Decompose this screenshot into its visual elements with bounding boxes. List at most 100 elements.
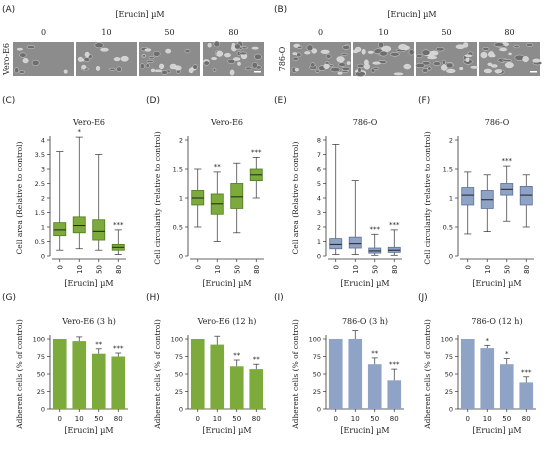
cell-blob [145,63,150,68]
bar [111,356,126,409]
box-iqr [519,185,533,206]
chart-title: Vero-E6 [210,118,243,127]
x-axis-label: [Erucin] µM [340,426,389,435]
cell-blob [378,41,384,48]
y-axis-label: Cell area (Relative to control) [15,141,24,254]
y-tick-label: 25 [175,388,183,396]
y-tick-label: 1 [449,195,453,203]
significance-marker: * [78,128,82,136]
cell-blob [487,62,493,66]
y-tick-label: 5 [317,180,321,188]
y-tick-label: 75 [175,353,183,361]
cell-blob [435,47,445,52]
box-0 [191,168,205,228]
bar-0 [460,339,475,409]
cell-blob [165,48,172,54]
cell-blob [367,50,374,54]
cell-blob [532,58,541,63]
cell-blob [336,56,345,63]
y-tick-label: 1.5 [35,209,45,217]
cell-blob [416,54,423,58]
x-axis-label: [Erucin] µM [64,426,113,435]
microscopy-row-b: (B) [Erucin] µM 786-O 0 10 50 80 [274,5,543,77]
cell-blob [508,52,512,56]
significance-marker: * [505,350,509,358]
panel-label: (I) [274,293,284,303]
y-tick-label: 0.5 [35,238,45,246]
box-50 [92,154,106,251]
x-tick-label: 80 [253,265,261,274]
cell-blob [342,45,351,50]
cell-blob [398,44,408,51]
x-tick-label: 80 [522,415,531,423]
concentration-label: 50 [441,28,451,37]
bar [480,348,495,409]
significance-marker: *** [113,345,124,353]
chart-panel: (I) 786-O (3 h) 0 25 50 75 100 0 10 50 80[Erucin] … [274,293,404,435]
x-tick-label: 0 [464,265,472,269]
y-tick-label: 0.5 [443,224,453,232]
x-tick-label: 50 [233,265,241,274]
bar [499,364,514,409]
bar-80: *** [387,361,402,409]
cell-blob [304,51,311,55]
y-tick-label: 2 [179,137,183,145]
cell-blob [83,57,91,62]
significance-marker: ** [371,349,379,357]
concentration-header: [Erucin] µM [115,10,164,19]
cell-blob [239,51,247,55]
cell-blob [393,72,404,76]
cell-blob [379,50,388,57]
x-tick-label: 0 [466,415,470,423]
x-tick-label: 80 [115,265,123,274]
cell-blob [233,57,241,61]
cell-blob [482,47,490,51]
micrograph-tile [76,42,137,76]
cell-blob [525,43,534,47]
bar-10 [210,335,225,409]
concentration-label: 80 [228,28,238,37]
chart-title: Vero-E6 (3 h) [61,317,116,326]
bar [348,339,363,409]
panel-label: (J) [418,293,428,303]
y-tick-label: 50 [445,371,453,379]
micrograph-tile [479,42,543,76]
x-tick-label: 10 [351,415,360,423]
cell-blob [390,52,400,57]
cell-blob [18,70,25,74]
cell-blob [341,70,349,73]
cell-blob [294,67,299,72]
cell-blob [315,69,320,73]
cell-blob [207,43,212,48]
cell-blob [341,66,351,71]
y-tick-label: 4 [41,137,45,145]
cell-blob [22,57,29,64]
y-tick-label: 100 [441,336,453,344]
bar-0 [328,339,343,409]
bar [72,341,87,409]
cell-blob [19,52,27,58]
cell-blob [100,47,109,52]
bar-80: ** [249,356,264,409]
x-axis-label: [Erucin] µM [472,426,521,435]
x-axis-label: [Erucin] µM [472,279,521,288]
cell-blob [341,52,348,56]
significance-marker: *** [113,221,124,229]
y-tick-label: 4 [317,195,321,203]
x-tick-label: 80 [391,265,399,274]
concentration-label: 80 [504,28,514,37]
cell-blob [109,67,116,71]
x-tick-label: 10 [213,415,222,423]
cell-blob [522,56,529,63]
cell-blob [148,56,155,60]
y-tick-label: 25 [445,388,453,396]
panel-label: (D) [146,96,160,106]
significance-marker: * [486,337,490,345]
concentration-label: 10 [378,28,388,37]
bar [519,382,534,409]
x-tick-label: 80 [252,415,261,423]
cell-blob [292,56,299,61]
chart-title: 786-O (12 h) [471,317,522,326]
x-tick-label: 80 [390,415,399,423]
